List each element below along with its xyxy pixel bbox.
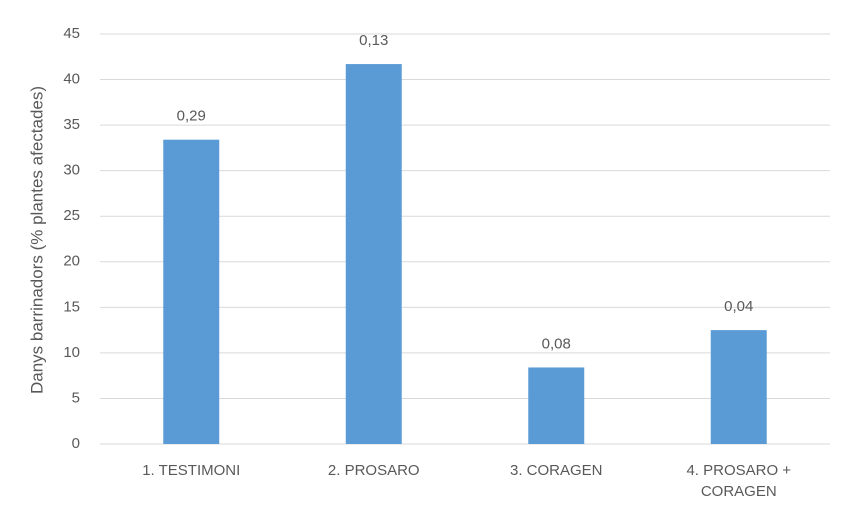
x-tick-label: 3. CORAGEN: [509, 462, 603, 479]
bar-annotation: 0,04: [724, 298, 753, 315]
y-tick-label: 25: [63, 207, 80, 224]
y-tick-label: 10: [63, 344, 80, 361]
y-tick-label: 30: [63, 162, 80, 179]
x-tick-label: 2. PROSARO: [327, 462, 420, 479]
bar: [345, 64, 402, 445]
x-tick-label: 1. TESTIMONI: [142, 462, 241, 479]
y-axis-label: Danys barrinadors (% plantes afectades): [27, 86, 46, 394]
bar: [528, 367, 585, 444]
bar-annotation: 0,08: [542, 335, 571, 352]
y-tick-label: 15: [63, 298, 80, 315]
y-tick-label: 0: [72, 435, 80, 452]
bar: [163, 139, 220, 444]
bar-annotation: 0,29: [177, 108, 206, 125]
y-tick-label: 45: [63, 25, 80, 42]
bar-annotation: 0,13: [359, 32, 388, 49]
y-tick-label: 5: [72, 389, 80, 406]
bar: [710, 330, 767, 444]
y-tick-label: 35: [63, 116, 80, 133]
x-tick-label: 4. PROSARO + CORAGEN: [686, 462, 792, 500]
y-tick-label: 20: [63, 253, 80, 270]
y-tick-label: 40: [63, 71, 80, 88]
